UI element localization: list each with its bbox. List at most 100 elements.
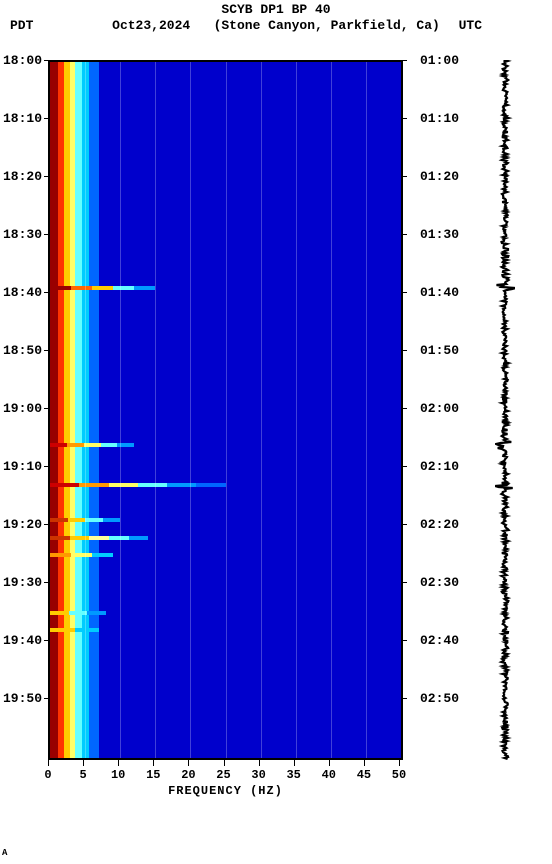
y-tick-mark bbox=[403, 582, 407, 583]
seismic-event-row bbox=[50, 536, 70, 540]
seismic-event-row bbox=[67, 443, 84, 447]
x-tick-label: 30 bbox=[244, 768, 274, 782]
seismic-event-row bbox=[50, 518, 68, 522]
date-label: Oct23,2024 bbox=[112, 18, 190, 33]
seismic-event-row bbox=[71, 286, 92, 290]
x-axis-title: FREQUENCY (HZ) bbox=[48, 784, 403, 798]
y-tick-left: 18:00 bbox=[0, 53, 42, 68]
y-tick-right: 02:00 bbox=[420, 401, 470, 416]
seismic-event-row bbox=[109, 483, 138, 487]
seismic-event-row bbox=[50, 483, 79, 487]
seismic-event-row bbox=[50, 553, 71, 557]
seismic-event-row bbox=[50, 628, 75, 632]
x-tick-mark bbox=[259, 760, 260, 766]
seismic-event-row bbox=[101, 443, 118, 447]
y-tick-mark bbox=[403, 118, 407, 119]
spectrogram-plot bbox=[48, 60, 403, 760]
gridline bbox=[261, 62, 262, 758]
seismic-event-row bbox=[79, 483, 108, 487]
y-tick-left: 19:50 bbox=[0, 691, 42, 706]
y-tick-mark bbox=[403, 524, 407, 525]
x-tick-mark bbox=[188, 760, 189, 766]
y-tick-right: 02:10 bbox=[420, 459, 470, 474]
y-tick-right: 01:10 bbox=[420, 111, 470, 126]
y-tick-left: 18:50 bbox=[0, 343, 42, 358]
y-tick-left: 18:20 bbox=[0, 169, 42, 184]
y-tick-left: 19:10 bbox=[0, 459, 42, 474]
x-tick-mark bbox=[83, 760, 84, 766]
x-tick-mark bbox=[364, 760, 365, 766]
seismic-event-row bbox=[84, 443, 101, 447]
y-tick-mark bbox=[44, 234, 48, 235]
y-tick-right: 01:30 bbox=[420, 227, 470, 242]
y-tick-left: 19:40 bbox=[0, 633, 42, 648]
y-tick-right: 01:00 bbox=[420, 53, 470, 68]
y-tick-mark bbox=[44, 350, 48, 351]
x-tick-mark bbox=[294, 760, 295, 766]
seismic-event-row bbox=[87, 611, 106, 615]
x-tick-mark bbox=[48, 760, 49, 766]
x-tick-label: 50 bbox=[384, 768, 414, 782]
seismic-event-row bbox=[134, 286, 155, 290]
seismic-event-row bbox=[50, 611, 69, 615]
seismic-event-row bbox=[71, 553, 92, 557]
seismic-event-row bbox=[109, 536, 129, 540]
y-tick-right: 01:20 bbox=[420, 169, 470, 184]
y-tick-mark bbox=[44, 698, 48, 699]
y-tick-mark bbox=[403, 234, 407, 235]
y-tick-mark bbox=[44, 292, 48, 293]
seismic-event-row bbox=[138, 483, 167, 487]
x-tick-label: 25 bbox=[209, 768, 239, 782]
seismic-event-row bbox=[50, 286, 71, 290]
x-tick-label: 40 bbox=[314, 768, 344, 782]
y-tick-mark bbox=[44, 176, 48, 177]
seismic-event-row bbox=[196, 483, 225, 487]
gridline bbox=[190, 62, 191, 758]
seismic-event-row bbox=[103, 518, 121, 522]
y-tick-left: 19:20 bbox=[0, 517, 42, 532]
seismic-event-row bbox=[70, 536, 90, 540]
x-tick-label: 15 bbox=[138, 768, 168, 782]
location-label: (Stone Canyon, Parkfield, Ca) bbox=[214, 18, 440, 33]
seismic-event-row bbox=[167, 483, 196, 487]
y-tick-mark bbox=[403, 408, 407, 409]
y-tick-right: 02:40 bbox=[420, 633, 470, 648]
right-timezone-label: UTC bbox=[459, 18, 482, 33]
seismic-event-row bbox=[85, 518, 103, 522]
y-tick-mark bbox=[403, 176, 407, 177]
gridline bbox=[226, 62, 227, 758]
seismic-event-row bbox=[113, 286, 134, 290]
credit-label: A bbox=[2, 848, 7, 858]
y-tick-mark bbox=[403, 640, 407, 641]
y-tick-left: 18:30 bbox=[0, 227, 42, 242]
station-title: SCYB DP1 BP 40 bbox=[0, 2, 552, 17]
y-tick-left: 19:00 bbox=[0, 401, 42, 416]
seismic-event-row bbox=[75, 628, 100, 632]
x-tick-label: 0 bbox=[33, 768, 63, 782]
y-tick-mark bbox=[44, 118, 48, 119]
x-tick-label: 5 bbox=[68, 768, 98, 782]
y-tick-mark bbox=[44, 60, 48, 61]
y-tick-right: 02:50 bbox=[420, 691, 470, 706]
y-tick-right: 01:40 bbox=[420, 285, 470, 300]
seismic-event-row bbox=[68, 518, 86, 522]
seismogram-page: SCYB DP1 BP 40 PDT Oct23,2024 (Stone Can… bbox=[0, 0, 552, 864]
gridline bbox=[120, 62, 121, 758]
y-tick-right: 02:30 bbox=[420, 575, 470, 590]
x-tick-label: 35 bbox=[279, 768, 309, 782]
seismic-event-row bbox=[89, 536, 109, 540]
y-tick-mark bbox=[44, 466, 48, 467]
seismic-event-row bbox=[50, 443, 67, 447]
y-tick-mark bbox=[403, 698, 407, 699]
gridline bbox=[85, 62, 86, 758]
y-tick-mark bbox=[44, 408, 48, 409]
y-tick-mark bbox=[44, 640, 48, 641]
waveform-trace bbox=[495, 60, 515, 759]
x-tick-mark bbox=[224, 760, 225, 766]
y-tick-mark bbox=[403, 292, 407, 293]
x-tick-mark bbox=[118, 760, 119, 766]
gridline bbox=[296, 62, 297, 758]
x-tick-label: 45 bbox=[349, 768, 379, 782]
gridline bbox=[366, 62, 367, 758]
y-tick-right: 01:50 bbox=[420, 343, 470, 358]
